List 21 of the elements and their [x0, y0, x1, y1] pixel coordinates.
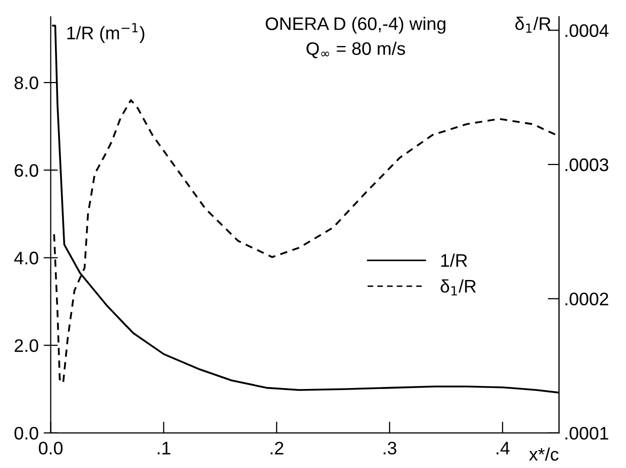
- y-tick-label: 0.0: [14, 426, 38, 440]
- x-tick-label: .2: [270, 442, 284, 454]
- x-axis-title: x*/c: [529, 447, 559, 461]
- x-tick-label: 0.0: [38, 442, 63, 454]
- y-tick-label: 6.0: [14, 164, 38, 177]
- legend-label: δ$_{1}$/R: [440, 279, 476, 296]
- text: Q$_{∞}$ = 80 m/s: [306, 42, 406, 58]
- y2-tick-label: .0001: [566, 426, 608, 440]
- x-tick-label: .4: [496, 442, 510, 454]
- y2-axis-title: δ$_{1}$/R: [515, 16, 551, 33]
- y2-tick-label: .0004: [566, 24, 609, 37]
- y2-tick-label: .0003: [566, 158, 608, 172]
- x-tick-label: .1: [158, 442, 170, 454]
- y2-tick-label: .0002: [566, 292, 608, 306]
- y-tick-label: 2.0: [14, 339, 38, 352]
- legend-label: 1/R: [441, 254, 468, 267]
- y-tick-label: 8.0: [14, 76, 38, 90]
- x-tick-label: .3: [384, 442, 396, 454]
- y-axis-title: 1/R (m$^{−1}$): [67, 23, 144, 43]
- y-tick-label: 4.0: [14, 252, 38, 264]
- chart-title: ONERA D (60,-4) wing: [266, 16, 446, 34]
